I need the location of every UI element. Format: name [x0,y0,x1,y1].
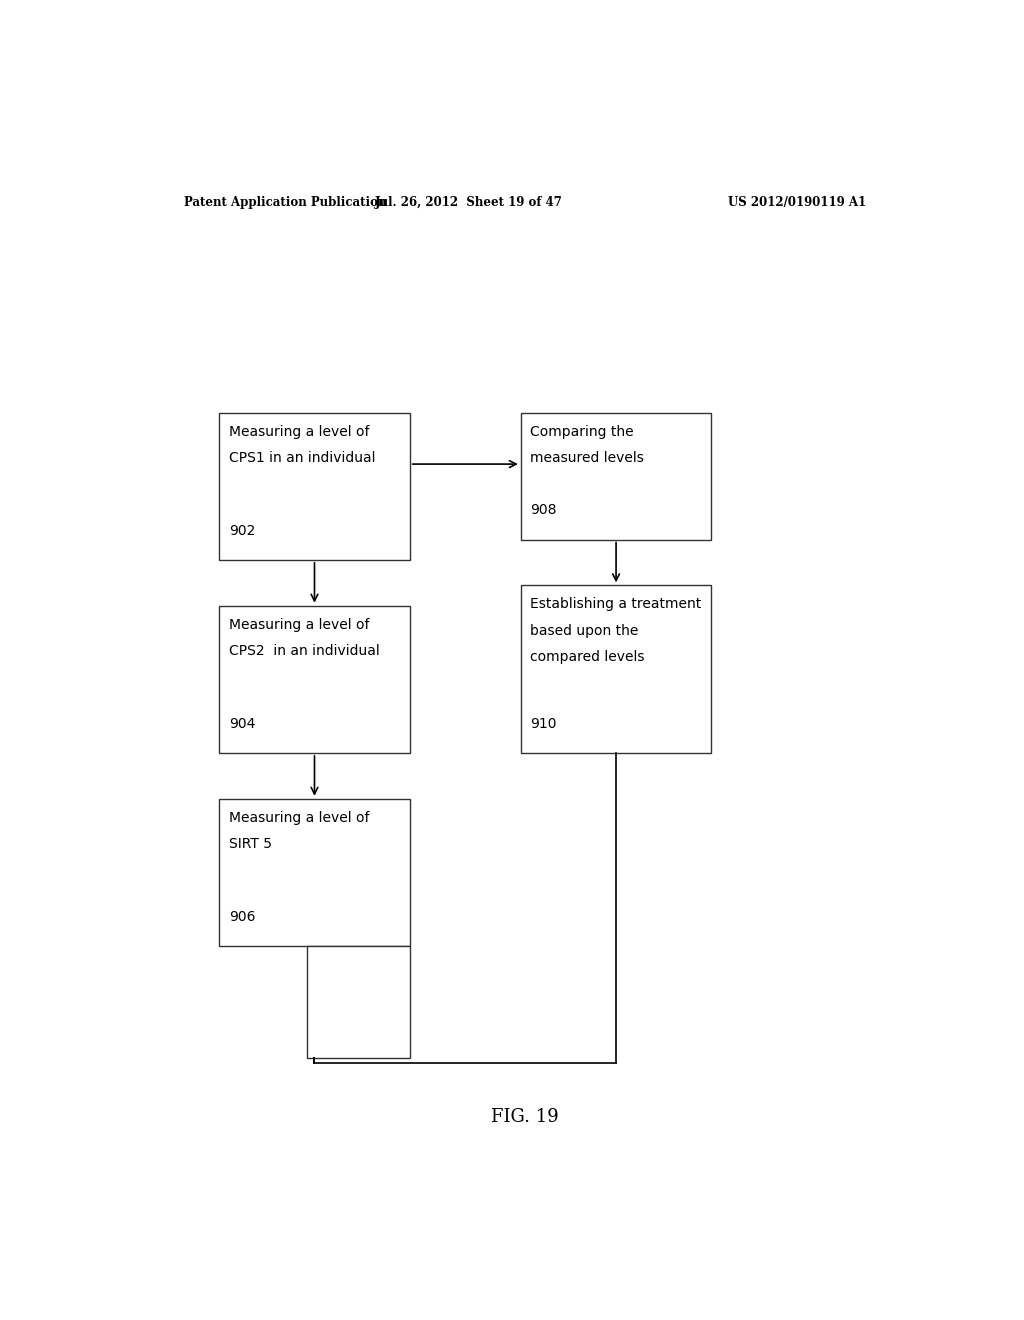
Bar [219,799,410,946]
Text: CPS1 in an individual: CPS1 in an individual [228,451,375,465]
Text: 906: 906 [228,909,255,924]
Text: Patent Application Publication: Patent Application Publication [183,195,386,209]
Text: Establishing a treatment: Establishing a treatment [530,598,701,611]
Text: US 2012/0190119 A1: US 2012/0190119 A1 [728,195,866,209]
Text: SIRT 5: SIRT 5 [228,837,271,851]
Bar [521,585,712,752]
Text: 902: 902 [228,524,255,537]
Bar [219,606,410,752]
Bar [219,413,410,560]
Text: Jul. 26, 2012  Sheet 19 of 47: Jul. 26, 2012 Sheet 19 of 47 [376,195,563,209]
Bar [306,946,410,1057]
Text: compared levels: compared levels [530,651,645,664]
Text: FIG. 19: FIG. 19 [490,1107,559,1126]
Bar [521,413,712,540]
Text: Measuring a level of: Measuring a level of [228,618,370,632]
Text: 910: 910 [530,717,557,731]
Text: measured levels: measured levels [530,451,644,465]
Text: CPS2  in an individual: CPS2 in an individual [228,644,380,659]
Text: Measuring a level of: Measuring a level of [228,810,370,825]
Text: 908: 908 [530,503,557,517]
Text: 904: 904 [228,717,255,731]
Text: based upon the: based upon the [530,624,639,638]
Text: Measuring a level of: Measuring a level of [228,425,370,438]
Text: Comparing the: Comparing the [530,425,634,438]
